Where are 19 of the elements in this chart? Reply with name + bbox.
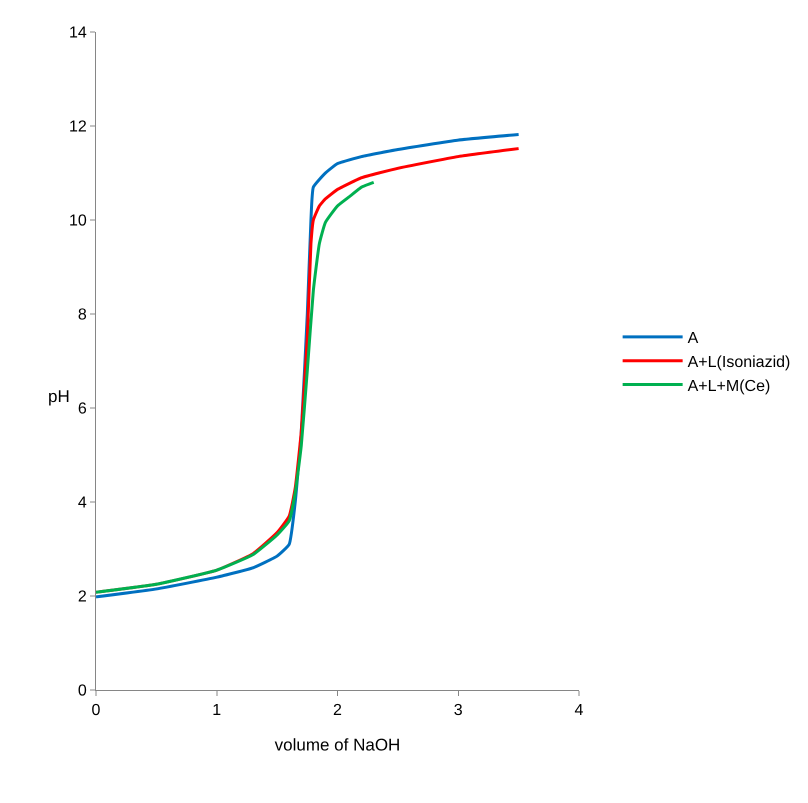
legend-label: A+L(Isoniazid) [688,354,790,371]
legend-label: A+L+M(Ce) [688,378,770,395]
x-tick-label: 2 [333,702,342,720]
y-tick-label: 2 [78,588,87,606]
y-axis-title: pH [48,387,70,406]
x-tick-label: 4 [574,702,584,720]
y-tick-label: 4 [78,494,87,512]
y-tick-label: 6 [78,400,87,418]
y-tick-label: 12 [69,118,87,136]
y-tick-label: 8 [78,306,87,324]
line-series [96,180,376,594]
y-tick-label: 10 [69,212,87,230]
y-tick-label: 14 [69,24,87,42]
y-tick-label: 0 [78,682,87,700]
x-tick-label: 0 [92,702,101,720]
x-tick-label: 1 [212,702,222,720]
x-axis-title: volume of NaOH [274,736,400,755]
x-tick-label: 3 [454,702,463,720]
legend-label: A [688,330,699,348]
